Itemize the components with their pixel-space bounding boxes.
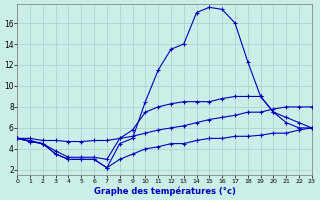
X-axis label: Graphe des températures (°c): Graphe des températures (°c) bbox=[94, 186, 236, 196]
